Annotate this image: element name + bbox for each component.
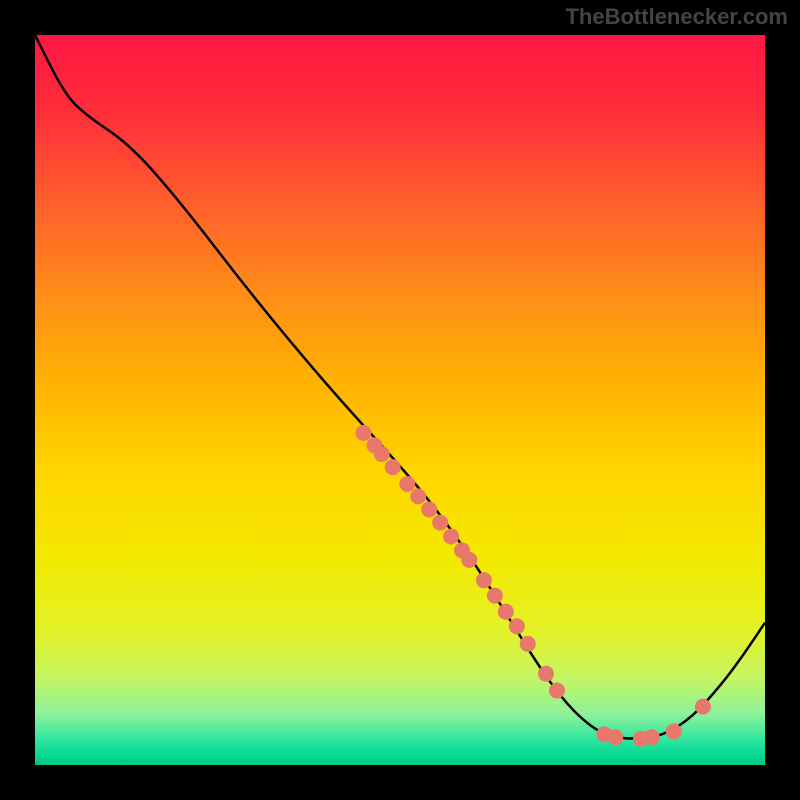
data-marker xyxy=(476,572,492,588)
data-marker xyxy=(461,552,477,568)
data-marker xyxy=(356,425,372,441)
data-marker xyxy=(607,729,623,745)
gradient-background xyxy=(35,35,765,765)
data-marker xyxy=(443,529,459,545)
data-marker xyxy=(644,729,660,745)
data-marker xyxy=(487,588,503,604)
data-marker xyxy=(538,666,554,682)
data-marker xyxy=(498,604,514,620)
data-marker xyxy=(399,476,415,492)
data-marker xyxy=(421,502,437,518)
data-marker xyxy=(385,459,401,475)
data-marker xyxy=(666,723,682,739)
chart-plot-area xyxy=(35,35,765,765)
data-marker xyxy=(432,515,448,531)
data-marker xyxy=(695,699,711,715)
watermark-text: TheBottlenecker.com xyxy=(565,4,788,30)
data-marker xyxy=(374,446,390,462)
data-marker xyxy=(549,683,565,699)
data-marker xyxy=(520,636,536,652)
data-marker xyxy=(410,488,426,504)
bottleneck-chart xyxy=(35,35,765,765)
data-marker xyxy=(509,618,525,634)
